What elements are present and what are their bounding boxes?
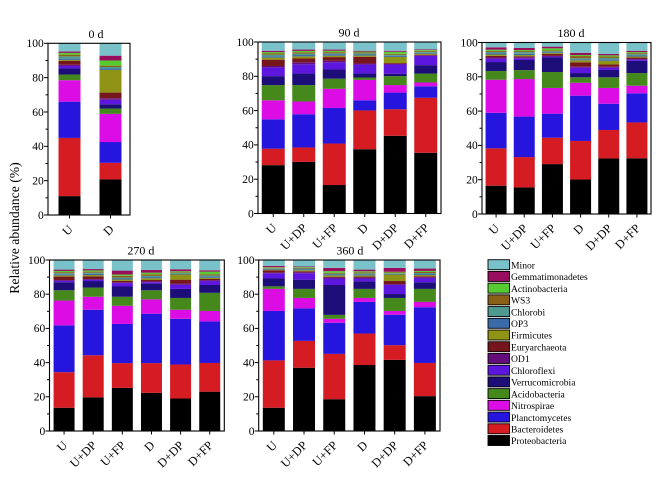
svg-text:40: 40 xyxy=(466,140,478,152)
svg-text:20: 20 xyxy=(34,392,46,404)
svg-text:Chloroflexi: Chloroflexi xyxy=(511,366,556,377)
svg-text:60: 60 xyxy=(32,107,44,119)
svg-text:80: 80 xyxy=(32,72,44,84)
svg-text:0: 0 xyxy=(249,426,255,438)
svg-text:100: 100 xyxy=(237,255,255,267)
svg-text:Firmicutes: Firmicutes xyxy=(511,331,552,342)
svg-text:Planctomycetes: Planctomycetes xyxy=(511,413,571,424)
svg-text:Minor: Minor xyxy=(511,260,536,271)
svg-text:80: 80 xyxy=(242,71,254,83)
svg-text:20: 20 xyxy=(32,175,44,187)
svg-text:80: 80 xyxy=(466,72,478,84)
svg-text:100: 100 xyxy=(27,38,45,50)
svg-text:40: 40 xyxy=(243,357,255,369)
svg-text:40: 40 xyxy=(242,140,254,152)
svg-text:Bacteroidetes: Bacteroidetes xyxy=(511,424,563,435)
svg-text:60: 60 xyxy=(243,323,255,335)
svg-text:40: 40 xyxy=(32,141,44,153)
svg-text:Gemmatimonadetes: Gemmatimonadetes xyxy=(511,272,588,283)
svg-text:20: 20 xyxy=(243,392,255,404)
svg-text:100: 100 xyxy=(28,255,46,267)
svg-text:Acidobacteria: Acidobacteria xyxy=(511,389,566,400)
svg-text:360 d: 360 d xyxy=(336,244,363,258)
svg-text:60: 60 xyxy=(34,323,46,335)
svg-text:Euryarchaeota: Euryarchaeota xyxy=(511,342,567,353)
svg-text:Proteobacteria: Proteobacteria xyxy=(511,436,567,447)
svg-text:20: 20 xyxy=(242,174,254,186)
svg-text:40: 40 xyxy=(34,357,46,369)
svg-text:80: 80 xyxy=(243,289,255,301)
svg-text:OP3: OP3 xyxy=(511,319,528,330)
svg-text:WS3: WS3 xyxy=(511,296,530,307)
svg-text:90 d: 90 d xyxy=(339,26,360,40)
svg-text:Actinobacteria: Actinobacteria xyxy=(511,284,568,295)
svg-text:Relative abundance (%): Relative abundance (%) xyxy=(7,162,23,294)
svg-text:0 d: 0 d xyxy=(89,27,104,41)
svg-text:0: 0 xyxy=(40,426,46,438)
svg-text:0: 0 xyxy=(472,209,478,221)
svg-text:0: 0 xyxy=(248,208,254,220)
svg-text:20: 20 xyxy=(466,175,478,187)
svg-text:100: 100 xyxy=(237,37,255,49)
svg-text:60: 60 xyxy=(466,106,478,118)
svg-text:Nitrospirae: Nitrospirae xyxy=(511,401,554,412)
svg-text:80: 80 xyxy=(34,289,46,301)
svg-text:60: 60 xyxy=(242,105,254,117)
svg-text:100: 100 xyxy=(461,37,479,49)
svg-text:270 d: 270 d xyxy=(127,244,154,258)
svg-text:Verrucomicrobia: Verrucomicrobia xyxy=(511,378,576,389)
svg-text:0: 0 xyxy=(38,210,44,222)
svg-text:OD1: OD1 xyxy=(511,354,530,365)
svg-text:Chlorobi: Chlorobi xyxy=(511,307,545,318)
svg-text:180 d: 180 d xyxy=(558,26,585,40)
